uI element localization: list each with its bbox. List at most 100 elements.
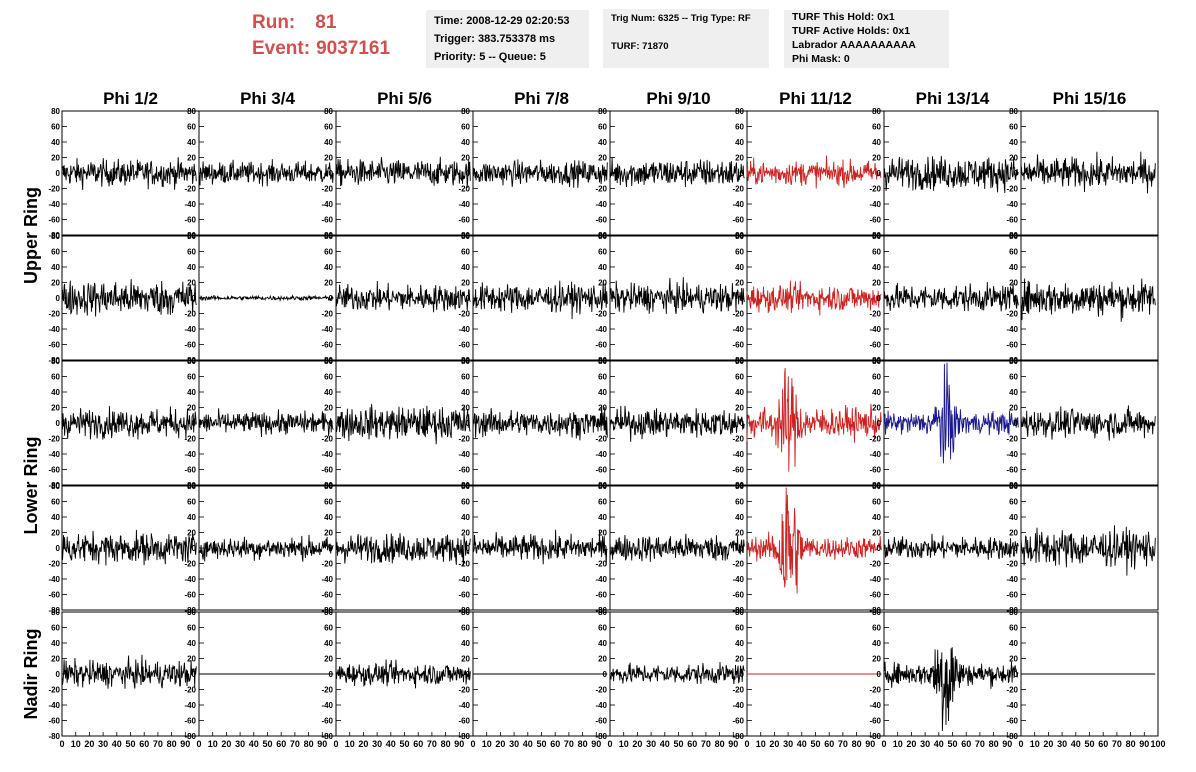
ytick-label: 0 — [877, 670, 882, 679]
ytick-label: 60 — [51, 123, 60, 132]
ytick-label: 80 — [872, 357, 881, 366]
ytick-label: -20 — [1006, 310, 1018, 319]
trig-num-line: Trig Num: 6325 -- Trig Type: RF — [611, 13, 751, 24]
ytick-label: -60 — [321, 717, 333, 726]
ytick-label: 0 — [603, 294, 608, 303]
ring-label: Nadir Ring — [21, 628, 41, 719]
ytick-label: 80 — [735, 107, 744, 116]
xtick-label: 70 — [701, 739, 711, 749]
xtick-label: 0 — [881, 739, 886, 749]
xtick-label: 0 — [470, 739, 475, 749]
ytick-label: 80 — [187, 608, 196, 617]
ytick-label: 60 — [461, 248, 470, 257]
waveform-line — [1020, 525, 1156, 576]
waveform-line — [472, 405, 608, 441]
ytick-label: 80 — [598, 608, 607, 617]
column-header: Phi 13/14 — [916, 89, 990, 108]
turf-hold-line: TURF This Hold: 0x1 — [792, 11, 895, 23]
ytick-label: -20 — [595, 435, 607, 444]
xtick-label: 20 — [632, 739, 642, 749]
ytick-label: -20 — [458, 310, 470, 319]
ytick-label: 60 — [735, 373, 744, 382]
ytick-label: -80 — [48, 356, 60, 365]
ytick-label: -60 — [458, 466, 470, 475]
ytick-label: -40 — [595, 200, 607, 209]
ytick-label: 40 — [872, 388, 881, 397]
ytick-label: 0 — [1014, 419, 1019, 428]
turf-info-box: TURF This Hold: 0x1 TURF Active Holds: 0… — [784, 10, 949, 68]
ytick-label: 0 — [740, 544, 745, 553]
ytick-label: 40 — [1009, 138, 1018, 147]
ytick-label: -40 — [732, 575, 744, 584]
ytick-label: 20 — [461, 404, 470, 413]
xtick-label: 30 — [235, 739, 245, 749]
ytick-label: 60 — [872, 248, 881, 257]
ytick-label: -20 — [458, 435, 470, 444]
ytick-label: 40 — [51, 639, 60, 648]
ytick-label: 20 — [324, 529, 333, 538]
ytick-label: -60 — [184, 341, 196, 350]
waveform-line — [61, 406, 197, 440]
ytick-label: -60 — [458, 216, 470, 225]
ytick-label: -40 — [184, 450, 196, 459]
ytick-label: -80 — [48, 606, 60, 615]
ytick-label: 20 — [598, 655, 607, 664]
ytick-label: 80 — [461, 608, 470, 617]
ytick-label: -40 — [321, 450, 333, 459]
ytick-label: -60 — [869, 717, 881, 726]
ytick-label: 20 — [51, 655, 60, 664]
ytick-label: 40 — [187, 138, 196, 147]
ytick-label: 60 — [51, 248, 60, 257]
ytick-label: 40 — [735, 513, 744, 522]
ytick-label: 60 — [735, 624, 744, 633]
ytick-label: 20 — [735, 279, 744, 288]
ytick-label: -20 — [48, 435, 60, 444]
ytick-label: 80 — [324, 232, 333, 241]
ytick-label: -40 — [48, 200, 60, 209]
run-label: Run: — [252, 12, 296, 33]
ytick-label: -60 — [732, 216, 744, 225]
ytick-label: 80 — [51, 482, 60, 491]
ytick-label: 80 — [872, 608, 881, 617]
ytick-label: 20 — [1009, 529, 1018, 538]
ytick-label: 0 — [740, 169, 745, 178]
xtick-label: 10 — [208, 739, 218, 749]
ytick-label: 60 — [1009, 624, 1018, 633]
ytick-label: 60 — [461, 373, 470, 382]
ytick-label: 60 — [598, 498, 607, 507]
ytick-label: -20 — [321, 435, 333, 444]
ytick-label: -40 — [184, 701, 196, 710]
ytick-label: 40 — [324, 639, 333, 648]
ytick-label: 20 — [1009, 404, 1018, 413]
ytick-label: 20 — [598, 154, 607, 163]
ytick-label: -40 — [869, 325, 881, 334]
ytick-label: -60 — [595, 466, 607, 475]
ytick-label: 80 — [51, 357, 60, 366]
ytick-label: 20 — [324, 279, 333, 288]
ytick-label: 60 — [598, 123, 607, 132]
ytick-label: -40 — [184, 200, 196, 209]
xtick-label: 0 — [59, 739, 64, 749]
ytick-label: -40 — [321, 325, 333, 334]
waveform-line — [883, 281, 1019, 312]
ytick-label: 60 — [872, 624, 881, 633]
xtick-label: 90 — [454, 739, 464, 749]
ytick-label: -20 — [48, 560, 60, 569]
ytick-label: 40 — [1009, 388, 1018, 397]
ytick-label: -20 — [184, 310, 196, 319]
ytick-label: 80 — [872, 482, 881, 491]
run-event-info: Run: 81 Event: 9037161 — [252, 10, 390, 62]
ytick-label: 0 — [56, 670, 61, 679]
ytick-label: 80 — [324, 107, 333, 116]
ytick-label: 60 — [51, 498, 60, 507]
ytick-label: -40 — [458, 701, 470, 710]
xtick-label: 60 — [276, 739, 286, 749]
ytick-label: -20 — [595, 686, 607, 695]
column-header: Phi 9/10 — [646, 89, 710, 108]
waveform-line — [883, 362, 1019, 464]
xtick-label: 30 — [372, 739, 382, 749]
waveform-line — [335, 156, 471, 189]
xtick-label: 30 — [646, 739, 656, 749]
ytick-label: 0 — [329, 544, 334, 553]
xtick-label: 70 — [564, 739, 574, 749]
